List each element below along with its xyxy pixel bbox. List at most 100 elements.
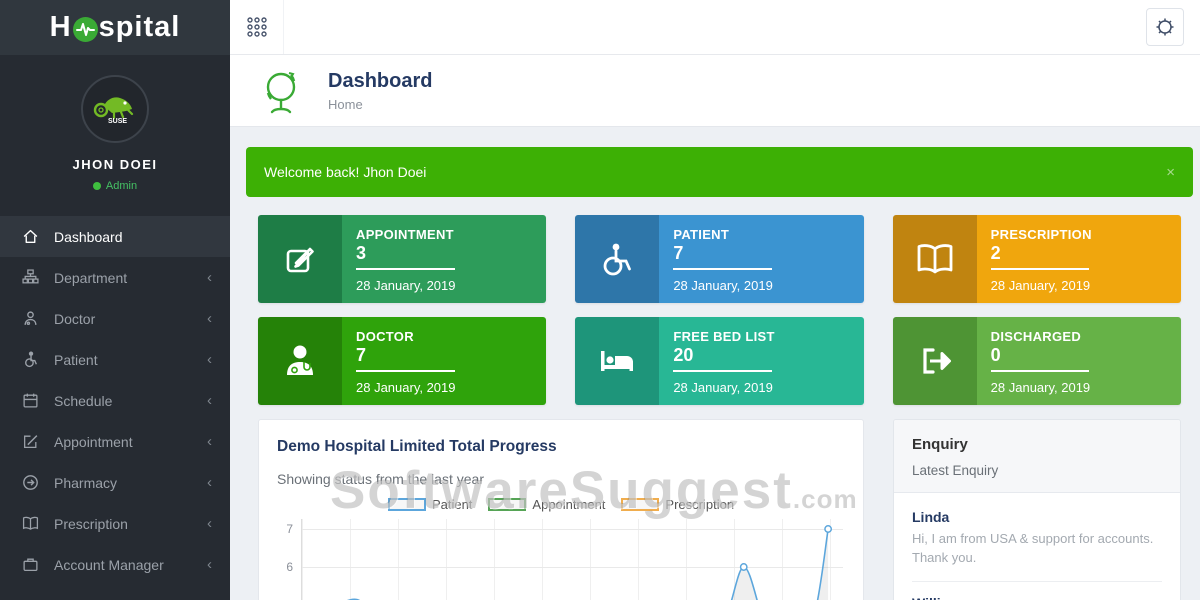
sidebar-item-department[interactable]: Department ‹ — [0, 257, 230, 298]
wheelchair-icon — [575, 215, 660, 303]
sidebar-item-patient[interactable]: Patient ‹ — [0, 339, 230, 380]
divider — [990, 268, 1090, 270]
stat-label: PRESCRIPTION — [990, 227, 1092, 242]
stat-card-discharged[interactable]: DISCHARGED 0 28 January, 2019 — [892, 317, 1181, 405]
chevron-left-icon: ‹ — [207, 310, 212, 327]
sidebar-item-appointment[interactable]: Appointment ‹ — [0, 421, 230, 462]
stat-value: 7 — [356, 345, 367, 365]
enquiry-list: Linda Hi, I am from USA & support for ac… — [894, 493, 1180, 600]
sitemap-icon — [22, 269, 39, 284]
chevron-left-icon: ‹ — [207, 269, 212, 286]
profile-section: SUSE JHON DOEI Admin — [0, 55, 230, 208]
stat-value: 7 — [673, 243, 684, 263]
chart-subtitle: Showing status from the last year — [277, 471, 484, 487]
stat-card-prescription[interactable]: PRESCRIPTION 2 28 January, 2019 — [892, 215, 1181, 303]
divider — [673, 268, 773, 270]
enquiry-name[interactable]: Linda — [912, 509, 950, 525]
enquiry-header: Enquiry Latest Enquiry — [894, 420, 1180, 493]
stat-value: 20 — [673, 345, 694, 365]
stat-card-patient[interactable]: PATIENT 7 28 January, 2019 — [575, 215, 864, 303]
y-axis-tick: 5 — [277, 598, 293, 600]
main-content: Dashboard Home Welcome back! Jhon Doei ×… — [230, 55, 1200, 600]
legend-swatch — [387, 498, 426, 511]
stat-value: 3 — [356, 243, 367, 263]
stat-label: APPOINTMENT — [356, 227, 454, 242]
stat-label: FREE BED LIST — [673, 329, 775, 344]
stat-value: 0 — [990, 345, 1001, 365]
enquiry-title: Enquiry — [912, 436, 968, 453]
edit-icon — [258, 215, 342, 303]
sidebar-nav: Dashboard Department ‹ Doctor ‹ Patient … — [0, 216, 230, 585]
sidebar-item-label: Department — [54, 269, 128, 286]
legend-label: Patient — [431, 497, 473, 512]
y-axis-tick: 7 — [286, 522, 293, 536]
sidebar: SUSE JHON DOEI Admin Dashboard Departmen… — [0, 55, 230, 600]
divider — [912, 580, 1162, 582]
sidebar-item-label: Prescription — [54, 515, 128, 532]
stat-date: 28 January, 2019 — [356, 380, 456, 395]
stat-card-body: PATIENT 7 28 January, 2019 — [659, 215, 864, 303]
sidebar-item-dashboard[interactable]: Dashboard — [0, 216, 230, 257]
arrow-circle-right-icon — [23, 475, 38, 490]
line-chart-plot: 7 6 5 — [277, 519, 845, 600]
avatar[interactable]: SUSE — [81, 75, 149, 143]
sidebar-item-label: Dashboard — [54, 228, 123, 245]
plot-area — [301, 519, 843, 600]
stat-card-body: DISCHARGED 0 28 January, 2019 — [976, 317, 1181, 405]
alert-message: Welcome back! Jhon Doei — [264, 164, 427, 180]
book-open-icon — [22, 516, 39, 530]
enquiry-panel: Enquiry Latest Enquiry Linda Hi, I am fr… — [893, 419, 1181, 600]
legend-swatch — [488, 498, 527, 511]
sidebar-item-label: Account Manager — [54, 556, 164, 573]
page-title: Dashboard — [328, 69, 433, 92]
chevron-left-icon: ‹ — [207, 556, 212, 573]
stat-card-body: APPOINTMENT 3 28 January, 2019 — [342, 215, 547, 303]
chevron-left-icon: ‹ — [207, 351, 212, 368]
user-name: JHON DOEI — [72, 157, 158, 172]
sidebar-item-doctor[interactable]: Doctor ‹ — [0, 298, 230, 339]
legend-item-patient[interactable]: Patient — [387, 497, 473, 512]
alert-close-icon[interactable]: × — [1166, 163, 1175, 181]
sidebar-item-account-manager[interactable]: Account Manager ‹ — [0, 544, 230, 585]
stat-date: 28 January, 2019 — [673, 380, 773, 395]
divider — [673, 370, 773, 372]
enquiry-subtitle: Latest Enquiry — [912, 463, 999, 478]
user-role-label: Admin — [105, 180, 138, 192]
chart-legend: Patient Appointment Prescription — [277, 497, 845, 512]
logo-pulse-icon — [72, 17, 98, 42]
user-role: Admin — [0, 180, 230, 192]
sidebar-item-prescription[interactable]: Prescription ‹ — [0, 503, 230, 544]
progress-chart-panel: Demo Hospital Limited Total Progress Sho… — [258, 419, 864, 600]
enquiry-item[interactable]: Linda Hi, I am from USA & support for ac… — [912, 509, 1162, 568]
welcome-alert: Welcome back! Jhon Doei × — [246, 147, 1193, 197]
divider — [356, 268, 455, 270]
apps-grid-button[interactable] — [230, 0, 284, 54]
online-status-dot — [92, 182, 101, 191]
legend-swatch — [621, 498, 660, 511]
legend-item-prescription[interactable]: Prescription — [621, 497, 734, 512]
sidebar-item-pharmacy[interactable]: Pharmacy ‹ — [0, 462, 230, 503]
sidebar-item-schedule[interactable]: Schedule ‹ — [0, 380, 230, 421]
stat-date: 28 January, 2019 — [673, 278, 773, 293]
sidebar-item-label: Doctor — [54, 310, 96, 327]
stat-card-body: PRESCRIPTION 2 28 January, 2019 — [976, 215, 1181, 303]
wheelchair-icon — [25, 351, 37, 368]
stat-card-free-bed[interactable]: FREE BED LIST 20 28 January, 2019 — [575, 317, 864, 405]
enquiry-name[interactable]: Williamson — [912, 595, 1162, 600]
stat-card-doctor[interactable]: DOCTOR 7 28 January, 2019 — [258, 317, 547, 405]
stat-value: 2 — [990, 243, 1001, 263]
enquiry-item[interactable]: Williamson — [912, 595, 1162, 600]
settings-button[interactable] — [1146, 8, 1184, 46]
data-point-marker — [739, 563, 748, 571]
stat-label: DISCHARGED — [990, 329, 1082, 344]
legend-item-appointment[interactable]: Appointment — [488, 497, 605, 512]
breadcrumb[interactable]: Home — [328, 96, 363, 112]
grid-dots-icon — [246, 17, 267, 37]
bed-icon — [575, 317, 660, 405]
divider — [990, 370, 1090, 372]
enquiry-message: Hi, I am from USA & support for accounts… — [912, 531, 1154, 565]
sidebar-item-label: Appointment — [54, 433, 133, 450]
stat-card-appointment[interactable]: APPOINTMENT 3 28 January, 2019 — [258, 215, 547, 303]
